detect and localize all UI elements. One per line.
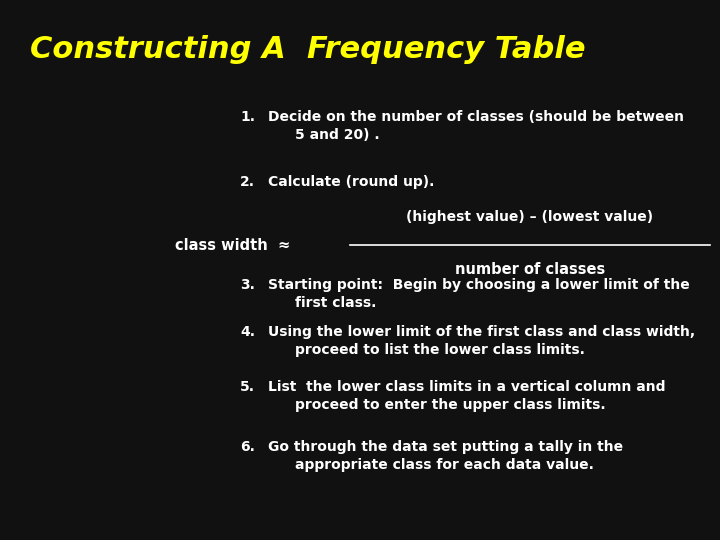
Text: 4.: 4. [240, 325, 255, 339]
Text: 5 and 20) .: 5 and 20) . [295, 128, 379, 142]
Text: Using the lower limit of the first class and class width,: Using the lower limit of the first class… [268, 325, 695, 339]
Text: 5.: 5. [240, 380, 255, 394]
Text: proceed to enter the upper class limits.: proceed to enter the upper class limits. [295, 398, 606, 412]
Text: 3.: 3. [240, 278, 255, 292]
Text: (highest value) – (lowest value): (highest value) – (lowest value) [406, 210, 654, 224]
Text: appropriate class for each data value.: appropriate class for each data value. [295, 458, 594, 472]
Text: Decide on the number of classes (should be between: Decide on the number of classes (should … [268, 110, 684, 124]
Text: Go through the data set putting a tally in the: Go through the data set putting a tally … [268, 440, 623, 454]
Text: Starting point:  Begin by choosing a lower limit of the: Starting point: Begin by choosing a lowe… [268, 278, 690, 292]
Text: Calculate (round up).: Calculate (round up). [268, 175, 434, 189]
Text: first class.: first class. [295, 296, 377, 310]
Text: class width  ≈: class width ≈ [175, 238, 290, 253]
Text: 6.: 6. [240, 440, 255, 454]
Text: proceed to list the lower class limits.: proceed to list the lower class limits. [295, 343, 585, 357]
Text: 1.: 1. [240, 110, 255, 124]
Text: Constructing A  Frequency Table: Constructing A Frequency Table [30, 35, 585, 64]
Text: 2.: 2. [240, 175, 255, 189]
Text: number of classes: number of classes [455, 262, 605, 277]
Text: List  the lower class limits in a vertical column and: List the lower class limits in a vertica… [268, 380, 665, 394]
